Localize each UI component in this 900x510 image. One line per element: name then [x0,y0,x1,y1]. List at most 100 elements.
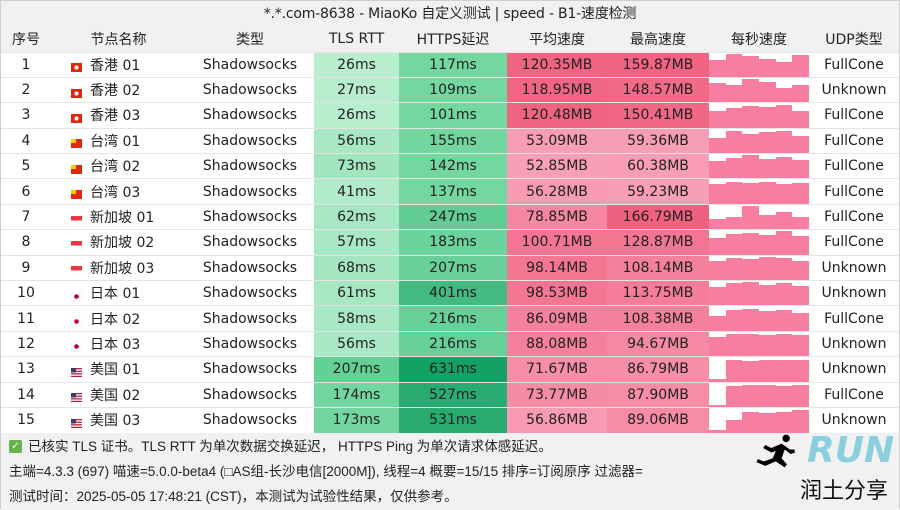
speed-sample-bar [725,157,743,179]
row-index: 2 [1,76,51,103]
jp-flag-icon [70,339,83,352]
tls-rtt: 62ms [314,203,399,230]
speed-sample-bar [742,334,760,357]
https-latency: 247ms [399,203,507,230]
node-name-cell: 香港 02 [51,76,186,103]
row-index: 14 [1,381,51,408]
tls-rtt: 56ms [314,127,399,154]
table-row[interactable]: 6 台湾 03 Shadowsocks 41ms 137ms 56.28MB 59.23MB… [1,178,899,205]
node-type: Shadowsocks [186,305,314,332]
speed-sample-bar [792,285,809,306]
table-row[interactable]: 13 美国 01 Shadowsocks 207ms 631ms 71.67MB 86.79… [1,356,899,383]
speed-sample-bar [775,131,793,154]
node-name: 美国 03 [90,413,141,430]
avg-speed: 100.71MB [507,229,607,256]
tls-rtt: 61ms [314,280,399,306]
tls-rtt: 41ms [314,178,399,205]
https-latency: 216ms [399,330,507,357]
column-header[interactable]: TLS RTT [314,27,399,52]
node-name-cell: 日本 02 [51,305,186,332]
table-row[interactable]: 11 日本 02 Shadowsocks 58ms 216ms 86.09MB 108.38… [1,305,899,332]
table-row[interactable]: 15 美国 03 Shadowsocks 173ms 531ms 56.86MB 89.06… [1,406,899,433]
node-name: 美国 01 [90,362,141,379]
node-type: Shadowsocks [186,127,314,154]
table-row[interactable]: 1 香港 01 Shadowsocks 26ms 117ms 120.35MB 159.87… [1,51,899,78]
speed-sample-bar [775,359,793,382]
table-row[interactable]: 12 日本 03 Shadowsocks 56ms 216ms 88.08MB 94.67M… [1,330,899,357]
tls-rtt: 26ms [314,102,399,129]
speed-sample-bar [759,235,776,255]
node-name-cell: 日本 01 [51,280,186,306]
speed-sample-bar [775,258,793,281]
https-latency: 155ms [399,127,507,154]
node-type: Shadowsocks [186,153,314,179]
column-header[interactable]: 类型 [186,27,314,52]
node-name: 日本 03 [90,336,141,353]
speed-sample-bar [742,105,760,128]
speed-sample-bar [775,310,793,331]
avg-speed: 120.35MB [507,51,607,78]
node-name-cell: 台湾 03 [51,178,186,205]
speed-sample-bar [759,359,776,382]
avg-speed: 86.09MB [507,305,607,332]
row-index: 1 [1,51,51,78]
column-header[interactable]: 每秒速度 [709,27,809,52]
jp-flag-icon [70,314,83,327]
speed-sample-bar [725,258,743,281]
avg-speed: 88.08MB [507,330,607,357]
table-row[interactable]: 2 香港 02 Shadowsocks 27ms 109ms 118.95MB 148.57… [1,76,899,103]
tls-rtt: 26ms [314,51,399,78]
https-latency: 631ms [399,356,507,383]
per-second-speed [709,356,809,383]
speed-sample-bar [759,412,776,433]
row-index: 4 [1,127,51,154]
column-header[interactable]: HTTPS延迟 [399,27,507,52]
table-row[interactable]: 4 台湾 01 Shadowsocks 56ms 155ms 53.09MB 59.36MB… [1,127,899,154]
speed-sample-bar [759,58,776,77]
column-header[interactable]: 序号 [1,27,51,52]
udp-type: FullCone [809,203,899,230]
table-row[interactable]: 14 美国 02 Shadowsocks 174ms 527ms 73.77MB 87.90… [1,381,899,408]
node-name-cell: 新加坡 03 [51,254,186,281]
https-latency: 401ms [399,280,507,306]
speed-sample-bar [742,133,760,154]
results-table: 序号 节点名称 类型 TLS RTT HTTPS延迟 平均速度 最高速度 每秒速度 UDP类型 … [1,27,899,433]
table-row[interactable]: 8 新加坡 02 Shadowsocks 57ms 183ms 100.71MB 128.8… [1,229,899,256]
per-second-speed [709,102,809,129]
table-row[interactable]: 5 台湾 02 Shadowsocks 73ms 142ms 52.85MB 60.38MB… [1,153,899,179]
table-row[interactable]: 7 新加坡 01 Shadowsocks 62ms 247ms 78.85MB 166.79… [1,203,899,230]
https-latency: 117ms [399,51,507,78]
speed-sample-bar [725,85,743,103]
speed-sample-bar [709,237,726,255]
speed-sample-bar [709,260,726,281]
column-header[interactable]: 平均速度 [507,27,607,52]
speed-sample-bar [759,256,776,281]
per-second-speed [709,330,809,357]
speed-sample-bar [759,335,776,357]
per-second-speed [709,51,809,78]
avg-speed: 52.85MB [507,153,607,179]
speed-sample-bar [725,233,743,255]
speed-sample-bar [742,183,760,204]
column-header[interactable]: 节点名称 [51,27,186,52]
max-speed: 113.75MB [607,280,709,306]
udp-type: FullCone [809,178,899,205]
udp-type: FullCone [809,153,899,179]
speed-sample-bar [792,183,809,204]
speed-sample-bar [725,53,743,77]
udp-type: Unknown [809,356,899,383]
speed-sample-bar [725,108,743,128]
node-name-cell: 美国 02 [51,381,186,408]
speed-sample-bar [775,283,793,306]
tls-rtt: 68ms [314,254,399,281]
table-row[interactable]: 3 香港 03 Shadowsocks 26ms 101ms 120.48MB 150.41… [1,102,899,129]
column-header[interactable]: 最高速度 [607,27,709,52]
table-row[interactable]: 10 日本 01 Shadowsocks 61ms 401ms 98.53MB 113.75… [1,280,899,306]
speed-sample-bar [792,236,809,255]
node-name-cell: 台湾 01 [51,127,186,154]
table-row[interactable]: 9 新加坡 03 Shadowsocks 68ms 207ms 98.14MB 108.14… [1,254,899,281]
sg-flag-icon [71,213,82,225]
speed-sample-bar [709,404,726,407]
column-header[interactable]: UDP类型 [809,27,899,52]
